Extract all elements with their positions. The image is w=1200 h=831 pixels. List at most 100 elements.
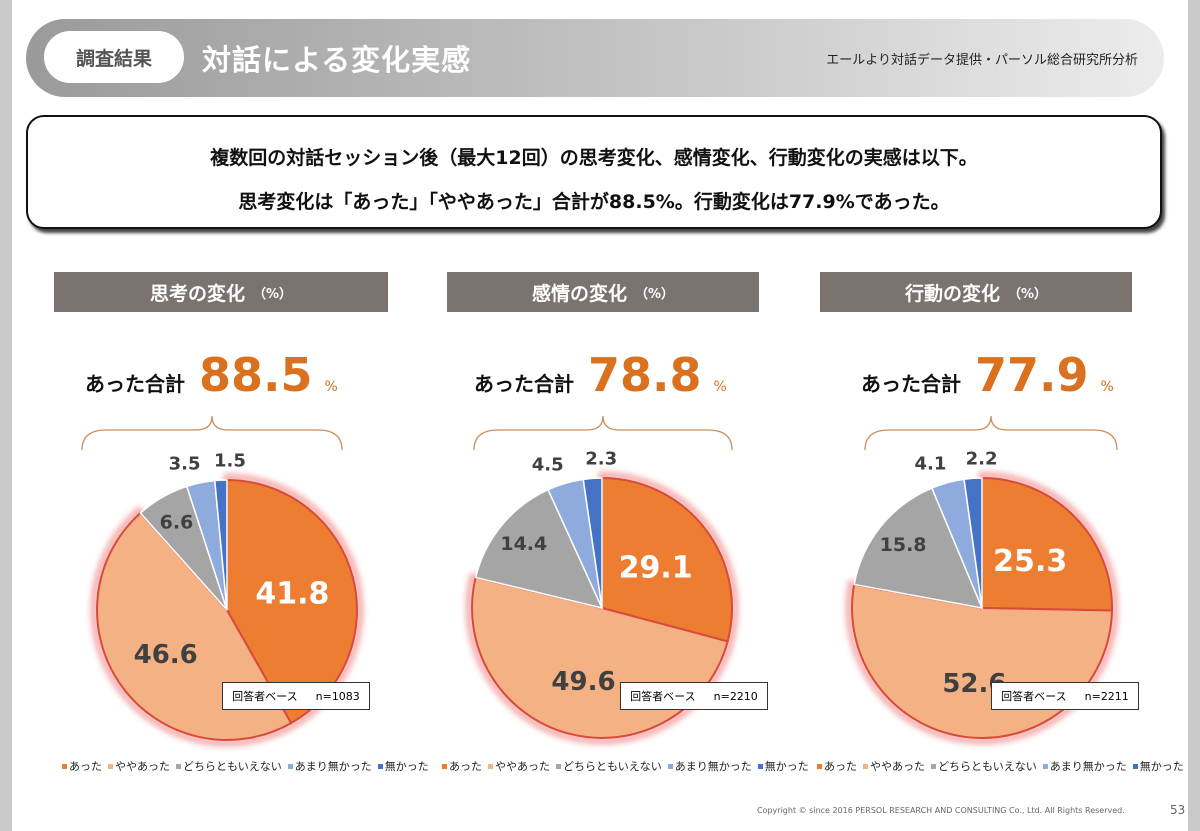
legend-item: あった <box>62 758 102 774</box>
legend-swatch <box>667 763 673 769</box>
total-label: あった合計 <box>85 372 185 396</box>
legend-item: どちらともいえない <box>931 758 1037 774</box>
total-label: あった合計 <box>861 372 961 396</box>
data-label: 41.8 <box>255 576 329 611</box>
data-label: 1.5 <box>214 451 246 472</box>
summary-line-1: 複数回の対話セッション後（最大12回）の思考変化、感情変化、行動変化の実感は以下… <box>210 147 978 169</box>
legend-swatch <box>863 763 868 769</box>
base-n: n=2210 <box>713 689 758 703</box>
legend-label: あまり無かった <box>1049 760 1127 773</box>
legend-swatch <box>817 763 822 769</box>
summary-box: 複数回の対話セッション後（最大12回）の思考変化、感情変化、行動変化の実感は以下… <box>26 115 1162 229</box>
data-label: 3.5 <box>169 453 201 474</box>
total-value: 78.8 <box>588 348 702 402</box>
legend-label: あまり無かった <box>294 760 372 773</box>
respondent-base: 回答者ベース n=2210 <box>620 682 768 710</box>
total-value: 88.5 <box>199 348 313 402</box>
panel-title: 思考の変化 （%） <box>54 272 388 312</box>
slice-nakatta <box>582 477 603 609</box>
slice-atta <box>981 476 1113 612</box>
data-label: 2.3 <box>585 449 617 470</box>
legend-label: 無かった <box>764 760 809 773</box>
highlight-glow <box>845 471 1119 745</box>
result-badge: 調査結果 <box>44 31 184 83</box>
legend: あった ややあった どちらともいえない あまり無かった 無かった <box>442 758 809 774</box>
highlight-glow <box>90 473 364 747</box>
panel-title: 行動の変化 （%） <box>820 272 1132 312</box>
legend: あった ややあった どちらともいえない あまり無かった 無かった <box>817 758 1184 774</box>
total-percent: % <box>713 379 727 395</box>
legend-label: どちらともいえない <box>183 760 282 773</box>
total-row: あった合計 78.8 % <box>474 348 727 402</box>
base-n: n=1083 <box>315 689 360 703</box>
brace <box>864 415 1118 451</box>
header-bar <box>26 19 1164 97</box>
legend-item: どちらともいえない <box>556 758 662 774</box>
legend-item: あった <box>442 758 482 774</box>
legend-item: ややあった <box>488 758 550 774</box>
legend-swatch <box>1042 763 1048 769</box>
respondent-base: 回答者ベース n=2211 <box>991 682 1139 710</box>
copyright: Copyright © since 2016 PERSOL RESEARCH A… <box>757 806 1125 815</box>
panel-title-unit: （%） <box>1007 286 1048 302</box>
legend-swatch <box>488 763 493 769</box>
legend-label: あった <box>824 760 857 773</box>
panel-title-text: 思考の変化 <box>149 282 245 305</box>
legend-swatch <box>176 763 181 769</box>
legend-swatch <box>556 763 561 769</box>
panel-title: 感情の変化 （%） <box>447 272 759 312</box>
legend-swatch <box>442 763 447 769</box>
data-label: 29.1 <box>619 550 693 585</box>
brace <box>81 415 343 451</box>
data-label: 46.6 <box>134 640 198 670</box>
legend-swatch <box>1132 763 1138 769</box>
source-note: エールより対話データ提供・パーソル総合研究所分析 <box>826 53 1138 68</box>
legend-item: 無かった <box>757 758 809 774</box>
legend-label: ややあった <box>495 760 550 773</box>
base-label: 回答者ベース <box>1001 690 1067 703</box>
legend-label: 無かった <box>1139 760 1184 773</box>
legend-swatch <box>108 763 113 769</box>
slice-nakatta <box>213 479 228 611</box>
base-n: n=2211 <box>1084 689 1129 703</box>
panel-title-unit: （%） <box>634 286 675 302</box>
total-percent: % <box>1100 379 1114 395</box>
slide: 調査結果 対話による変化実感 エールより対話データ提供・パーソル総合研究所分析 … <box>12 0 1188 831</box>
legend-item: あまり無かった <box>667 758 752 774</box>
base-label: 回答者ベース <box>232 690 298 703</box>
legend-item: ややあった <box>863 758 925 774</box>
slice-neutral <box>853 487 984 609</box>
data-label: 14.4 <box>500 533 547 555</box>
panel-title-unit: （%） <box>252 286 293 302</box>
page-title: 対話による変化実感 <box>202 43 472 77</box>
respondent-base: 回答者ベース n=1083 <box>222 682 370 710</box>
page-number: 53 <box>1170 803 1186 817</box>
highlight-glow <box>465 471 739 745</box>
legend-swatch <box>931 763 936 769</box>
data-label: 15.8 <box>880 534 927 556</box>
slice-atta <box>601 476 733 643</box>
legend-item: 無かった <box>1132 758 1184 774</box>
legend-swatch <box>757 763 763 769</box>
legend-swatch <box>287 763 293 769</box>
legend-item: あった <box>817 758 857 774</box>
legend-swatch <box>62 763 67 769</box>
legend-item: 無かった <box>377 758 429 774</box>
data-label: 4.1 <box>914 454 946 475</box>
panel-thinking: 思考の変化 （%） あった合計 88.5 % 41.8 46.6 6.6 3.5 1.5… <box>52 272 429 774</box>
slice-nakatta <box>963 477 983 609</box>
panel-action: 行動の変化 （%） あった合計 77.9 % 25.3 52.6 15.8 4.1 2.… <box>807 272 1184 774</box>
brace <box>473 415 733 451</box>
legend-label: 無かった <box>384 760 429 773</box>
data-label: 2.2 <box>966 449 998 470</box>
total-row: あった合計 88.5 % <box>85 348 338 402</box>
legend-item: どちらともいえない <box>176 758 282 774</box>
total-row: あった合計 77.9 % <box>861 348 1114 402</box>
legend-item: あまり無かった <box>287 758 372 774</box>
total-value: 77.9 <box>975 348 1089 402</box>
legend-swatch <box>377 763 383 769</box>
legend: あった ややあった どちらともいえない あまり無かった 無かった <box>62 758 429 774</box>
legend-label: ややあった <box>870 760 925 773</box>
panel-title-text: 行動の変化 <box>904 282 1000 305</box>
slice-neutral <box>474 488 604 610</box>
